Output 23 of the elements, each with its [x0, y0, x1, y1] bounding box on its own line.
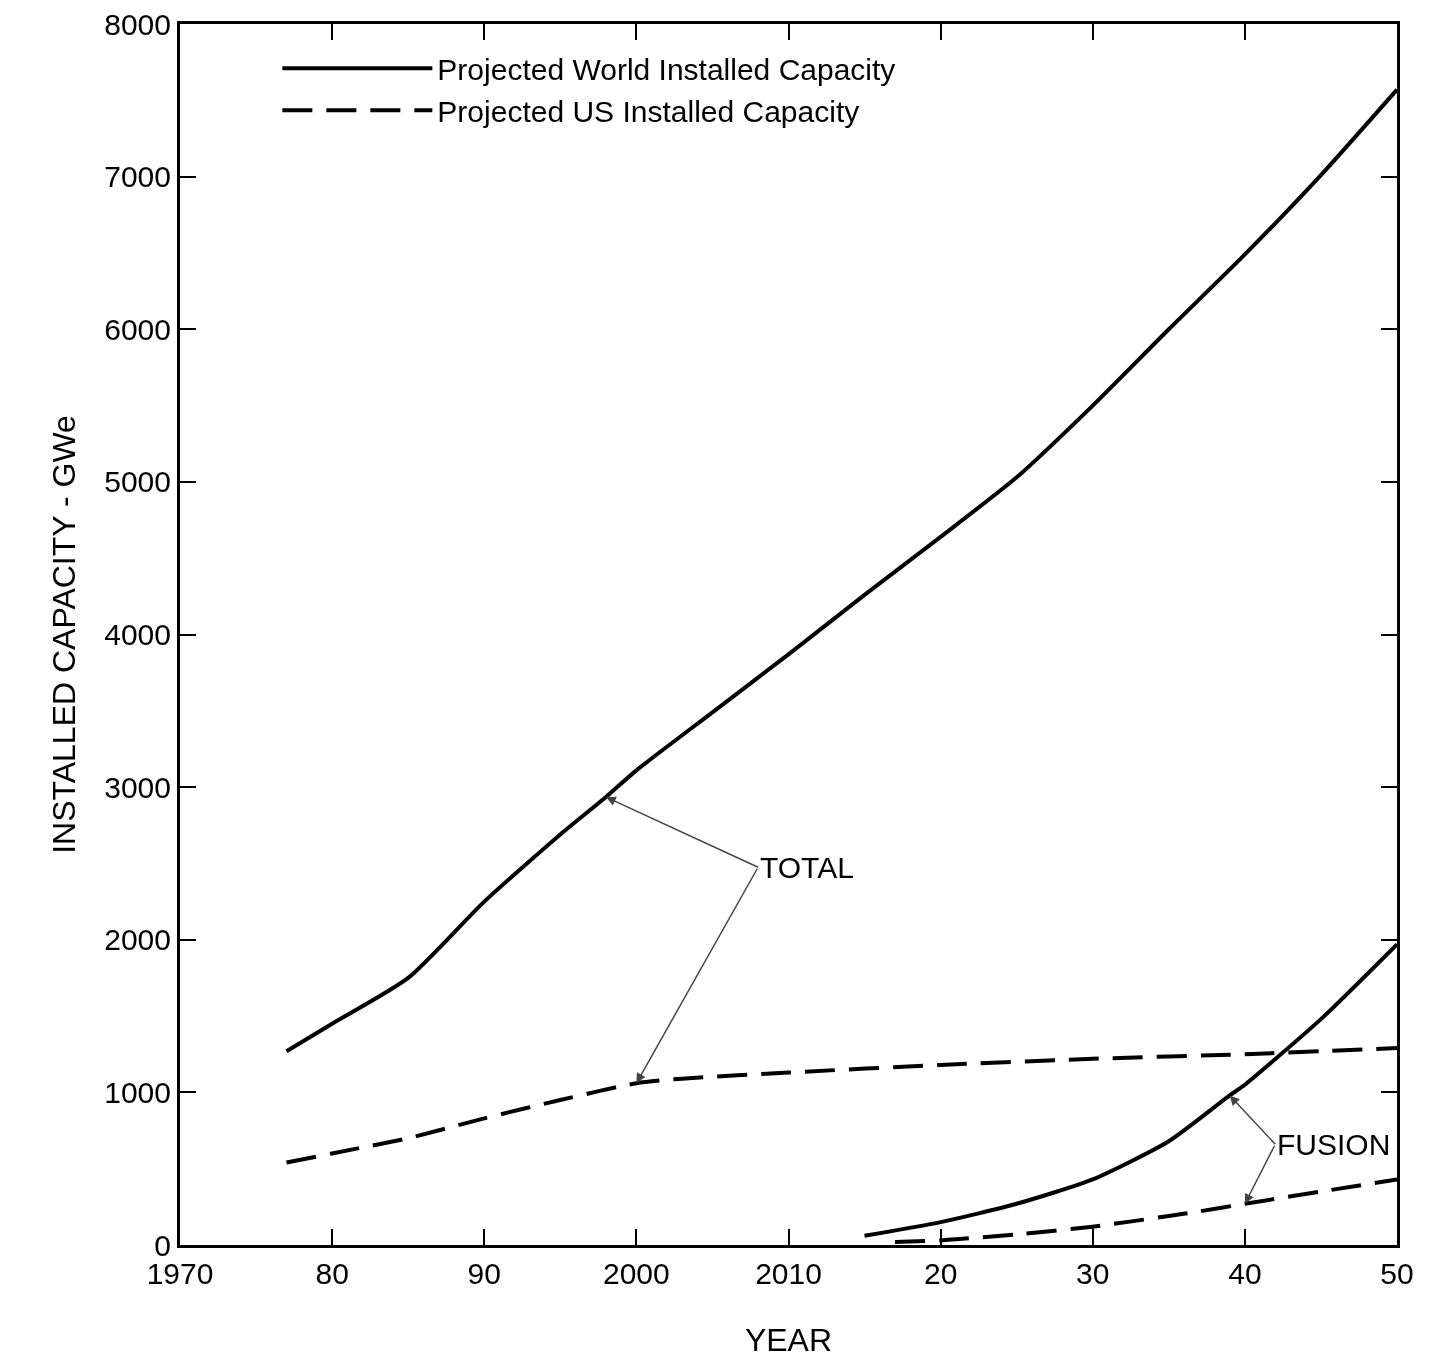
x-tick-label: 20 — [923, 1257, 958, 1290]
x-axis-title: YEAR — [744, 1321, 833, 1358]
y-tick-label: 7000 — [104, 160, 171, 194]
x-tick-label: 50 — [1380, 1257, 1414, 1290]
x-tick-label: 90 — [467, 1257, 501, 1290]
y-tick-label: 4000 — [104, 618, 171, 651]
y-tick-label: 5000 — [104, 465, 171, 499]
y-tick-label: 1000 — [104, 1075, 171, 1109]
legend-label: Projected US Installed Capacity — [437, 95, 860, 129]
y-tick-label: 2000 — [104, 923, 171, 957]
x-tick-label: 2010 — [755, 1257, 822, 1290]
x-tick-label: 80 — [315, 1257, 349, 1290]
legend-label: Projected World Installed Capacity — [437, 53, 896, 87]
y-tick-label: 6000 — [104, 312, 171, 346]
annotation: TOTAL — [760, 851, 854, 884]
x-tick-label: 40 — [1228, 1257, 1262, 1290]
annotation: FUSION — [1277, 1128, 1391, 1161]
y-tick-label: 8000 — [104, 7, 171, 41]
x-tick-label: 30 — [1076, 1257, 1110, 1290]
x-tick-label: 2000 — [603, 1257, 670, 1290]
y-tick-label: 3000 — [104, 770, 171, 804]
y-axis-title: INSTALLED CAPACITY - GWe — [45, 415, 82, 854]
line-series — [284, 87, 1397, 1054]
